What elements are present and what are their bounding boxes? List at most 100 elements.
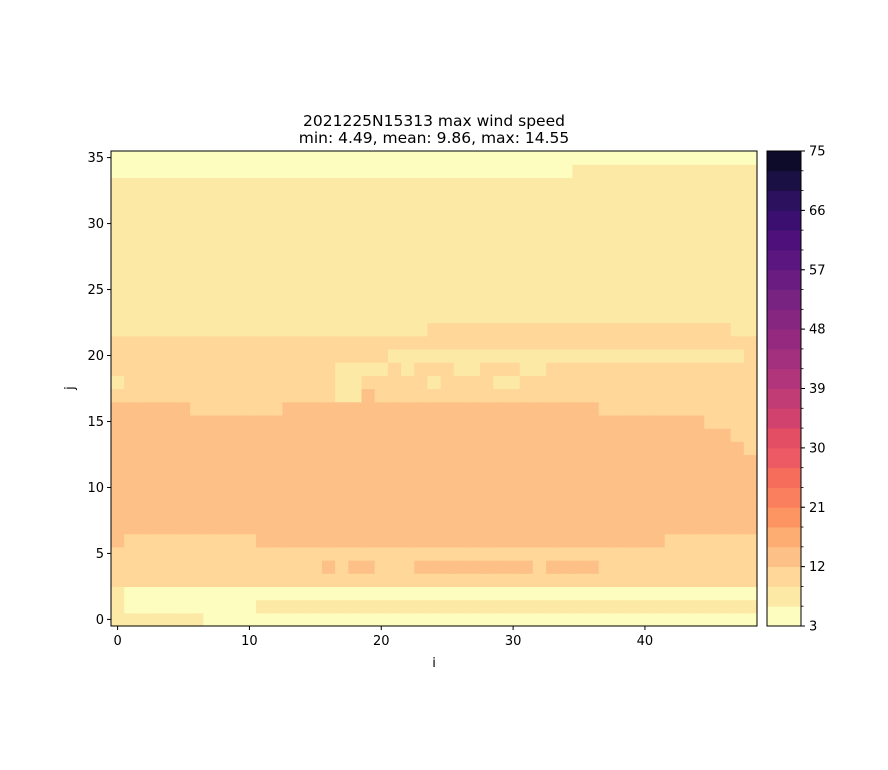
heatmap-cell <box>137 388 152 403</box>
heatmap-cell <box>414 612 428 627</box>
heatmap-cell <box>519 467 534 482</box>
heatmap-cell <box>335 269 349 284</box>
heatmap-cell <box>532 520 547 535</box>
heatmap-cell <box>150 507 165 522</box>
heatmap-cell <box>585 414 600 429</box>
heatmap-cell <box>414 441 428 456</box>
heatmap-cell <box>440 388 455 403</box>
heatmap-cell <box>229 507 244 522</box>
heatmap-cell <box>493 520 508 535</box>
x-axis-label: i <box>432 656 436 671</box>
heatmap-cell <box>229 599 244 614</box>
heatmap-cell <box>519 322 534 337</box>
heatmap-cell <box>585 612 600 627</box>
heatmap-cell <box>611 256 626 271</box>
heatmap-cell <box>176 164 191 178</box>
heatmap-cell <box>374 335 389 350</box>
heatmap-cell <box>256 428 270 442</box>
heatmap-cell <box>480 164 494 178</box>
heatmap-cell <box>598 243 613 258</box>
heatmap-cell <box>282 243 297 258</box>
colorbar-segment <box>767 388 801 409</box>
heatmap-cell <box>611 401 626 416</box>
heatmap-cell <box>269 454 283 469</box>
heatmap-cell <box>229 164 244 178</box>
heatmap-cell <box>242 177 257 192</box>
heatmap-cell <box>664 586 679 601</box>
heatmap-cell <box>651 533 666 548</box>
heatmap-cell <box>150 243 165 258</box>
heatmap-cell <box>111 388 125 403</box>
heatmap-cell <box>572 190 587 205</box>
heatmap-cell <box>546 216 560 231</box>
heatmap-cell <box>532 309 547 324</box>
heatmap-cell <box>374 599 389 614</box>
heatmap-cell <box>493 401 508 416</box>
heatmap-cell <box>730 494 745 508</box>
heatmap-cell <box>321 467 336 482</box>
heatmap-cell <box>611 335 626 350</box>
heatmap-cell <box>506 296 521 310</box>
heatmap-cell <box>374 586 389 601</box>
heatmap-cell <box>137 533 152 548</box>
colorbar-tick-label: 57 <box>809 263 826 278</box>
heatmap-cell <box>203 533 218 548</box>
heatmap-cell <box>401 612 415 627</box>
heatmap-cell <box>150 441 165 456</box>
heatmap-cell <box>401 151 415 165</box>
heatmap-cell <box>506 322 521 337</box>
heatmap-cell <box>440 269 455 284</box>
heatmap-cell <box>466 296 481 310</box>
heatmap-cell <box>717 546 732 561</box>
heatmap-cell <box>137 612 152 627</box>
heatmap-cell <box>743 335 758 350</box>
x-tick-label: 20 <box>373 634 390 649</box>
heatmap-cell <box>242 560 257 574</box>
heatmap-cell <box>625 151 639 165</box>
heatmap-cell <box>453 388 468 403</box>
heatmap-cell <box>704 362 719 376</box>
heatmap-cell <box>414 414 428 429</box>
heatmap-cell <box>216 401 231 416</box>
heatmap-cell <box>427 375 442 390</box>
heatmap-cell <box>163 177 178 192</box>
heatmap-cell <box>493 533 508 548</box>
heatmap-cell <box>216 362 231 376</box>
heatmap-cell <box>335 520 349 535</box>
heatmap-cell <box>229 256 244 271</box>
heatmap-cell <box>295 335 310 350</box>
heatmap-cell <box>532 335 547 350</box>
heatmap-cell <box>361 414 376 429</box>
heatmap-cell <box>664 296 679 310</box>
heatmap-cell <box>611 414 626 429</box>
heatmap-cell <box>361 599 376 614</box>
heatmap-cell <box>480 256 494 271</box>
heatmap-cell <box>203 309 218 324</box>
heatmap-cell <box>480 454 494 469</box>
heatmap-cell <box>651 480 666 495</box>
heatmap-cell <box>704 282 719 297</box>
heatmap-cell <box>440 296 455 310</box>
heatmap-cell <box>256 599 270 614</box>
heatmap-cell <box>111 401 125 416</box>
heatmap-cell <box>176 507 191 522</box>
heatmap-cell <box>321 230 336 244</box>
heatmap-cell <box>269 243 283 258</box>
heatmap-cell <box>677 362 692 376</box>
heatmap-cell <box>124 269 138 284</box>
heatmap-cell <box>598 322 613 337</box>
heatmap-cell <box>519 296 534 310</box>
heatmap-cell <box>519 441 534 456</box>
heatmap-cell <box>282 322 297 337</box>
heatmap-cell <box>480 190 494 205</box>
heatmap-cell <box>203 177 218 192</box>
heatmap-cell <box>453 428 468 442</box>
heatmap-cell <box>124 190 138 205</box>
heatmap-cell <box>677 243 692 258</box>
heatmap-cell <box>269 533 283 548</box>
heatmap-cell <box>677 401 692 416</box>
heatmap-cell <box>111 441 125 456</box>
heatmap-cell <box>480 586 494 601</box>
heatmap-cell <box>611 322 626 337</box>
heatmap-cell <box>493 560 508 574</box>
